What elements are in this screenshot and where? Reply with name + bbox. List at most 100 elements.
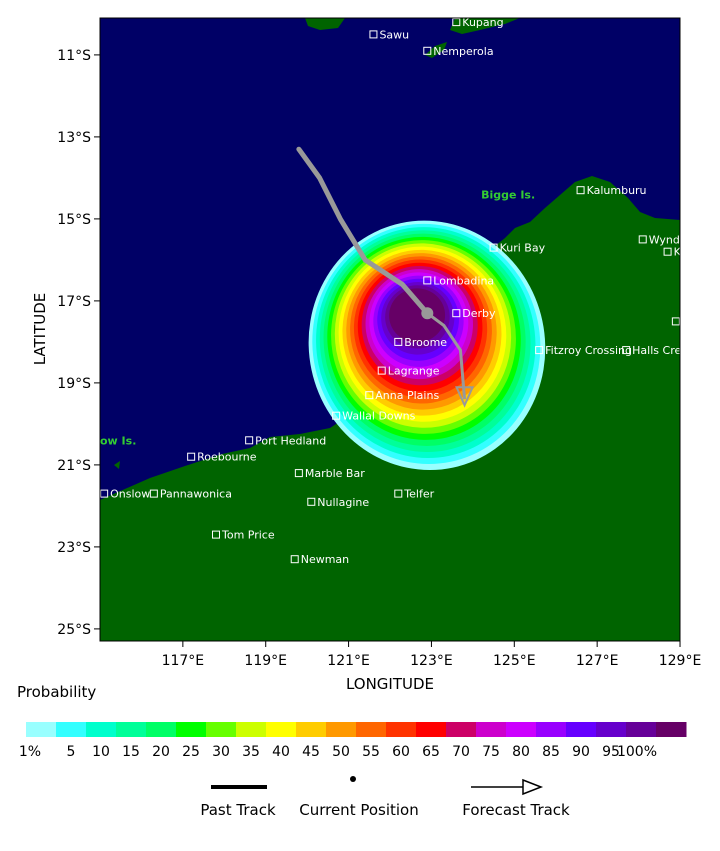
place-label: Roebourne [197,451,257,464]
place-label: Kununurra [674,246,720,259]
place-marker-square [377,366,386,375]
y-tick-label: 17°S [57,294,91,310]
place-onslow: Onslow [100,488,150,501]
scale-swatch-18 [566,722,597,737]
place-tom-price: Tom Price [212,529,275,542]
sawu-island-top [305,18,345,30]
place-halls-creek: Halls Creek [622,344,680,357]
plot-frame [99,17,681,642]
place-wallal-downs: Wallal Downs [332,410,416,423]
scale-swatch-4 [146,722,177,737]
place-label: Wyndham [649,233,705,246]
place-marker-square [294,469,303,478]
place-marker-square [245,436,254,445]
place-marble-bar: Marble Bar [294,467,365,480]
small-island [114,461,120,469]
place-marker-square [369,30,378,39]
place-label: Sawu [379,28,409,41]
place-label: Lombadina [433,274,494,287]
place-kuri-bay: Kuri Bay [489,242,546,255]
place-marker-square [489,243,498,252]
place-marker-square [671,317,680,326]
y-axis: 11°S 13°S 15°S 17°S 19°S 21°S 23°S 25°S [57,48,100,638]
place-label: Telfer [403,488,434,501]
scale-label: 75 [482,744,500,760]
place-label: Lagrange [388,365,440,378]
place-label: Nullagine [317,496,369,509]
forecast-arrow-head [455,386,475,408]
current-position-legend-label: Current Position [299,801,419,819]
y-tick-label: 25°S [57,622,91,638]
scale-swatch-11 [356,722,387,737]
place-kalumburu: Kalumburu [576,184,647,197]
scale-label: 60 [392,744,410,760]
x-tick-label: 125°E [493,653,536,669]
place-lagrange: Lagrange [377,365,440,378]
scale-swatch-6 [206,722,237,737]
scale-swatch-20 [626,722,657,737]
place-marker-square [452,309,461,318]
scale-label: 65 [422,744,440,760]
scale-swatch-5 [176,722,207,737]
scale-swatch-15 [476,722,507,737]
place-fitzroy-crossing: Fitzroy Crossing [535,344,632,357]
place-nemperola: Nemperola [423,45,494,58]
place-marker-square [187,452,196,461]
scale-label: 40 [272,744,290,760]
place-marker-square [576,186,585,195]
place-label: Marble Bar [305,467,365,480]
place-label: Fitzroy Crossing [545,344,632,357]
place-marker-square [663,247,672,256]
place-label: Newman [301,553,349,566]
y-tick-label: 15°S [57,212,91,228]
place-marker-square [423,46,432,55]
y-tick-label: 21°S [57,458,91,474]
place-roebourne: Roebourne [187,451,257,464]
y-tick-label: 11°S [57,48,91,64]
place-label: Broome [404,336,447,349]
place-port-hedland: Port Hedland [245,434,326,447]
x-tick-label: 119°E [244,653,287,669]
scale-swatch-13 [416,722,447,737]
scale-swatch-3 [116,722,147,737]
probability-contour-undefined [389,288,446,343]
y-tick-label: 23°S [57,540,91,556]
probability-color-scale [26,722,687,737]
place-kununurra: Kununurra [663,246,720,259]
y-tick-label: 19°S [57,376,91,392]
place-marker-square [100,489,109,498]
place-marker-square [622,346,631,355]
place-label: Tom Price [221,529,275,542]
place-marker-square [290,555,299,564]
place-label: Derby [462,307,496,320]
scale-swatch-12 [386,722,417,737]
place-derby: Derby [452,307,496,320]
forecast-track-legend-label: Forecast Track [462,801,570,819]
x-tick-label: 117°E [162,653,205,669]
place-label: Onslow [110,488,150,501]
scale-label: 80 [512,744,530,760]
place-wyndham: Wyndham [638,233,705,246]
place-marker-square [365,391,374,400]
place-marker-square [394,489,403,498]
forecast-track-legend-arrow [522,778,544,796]
scale-label: 55 [362,744,380,760]
place-marker-square [452,18,461,27]
place-label: Port Hedland [255,434,326,447]
scale-swatch-2 [86,722,117,737]
scale-swatch-7 [236,722,267,737]
place-telfer: Telfer [394,488,435,501]
place-label: Anna Plains [375,389,439,402]
place-newman: Newman [290,553,349,566]
legend-title: Probability [17,683,96,701]
scale-label: 45 [302,744,320,760]
scale-swatch-19 [596,722,627,737]
island-label: ow Is. [100,434,136,447]
place-ord-river: Ord River [671,317,680,326]
place-anna-plains: Anna Plains [365,389,439,402]
x-tick-label: 127°E [576,653,619,669]
scale-label: 50 [332,744,350,760]
y-tick-label: 13°S [57,130,91,146]
scale-label: 85 [542,744,560,760]
